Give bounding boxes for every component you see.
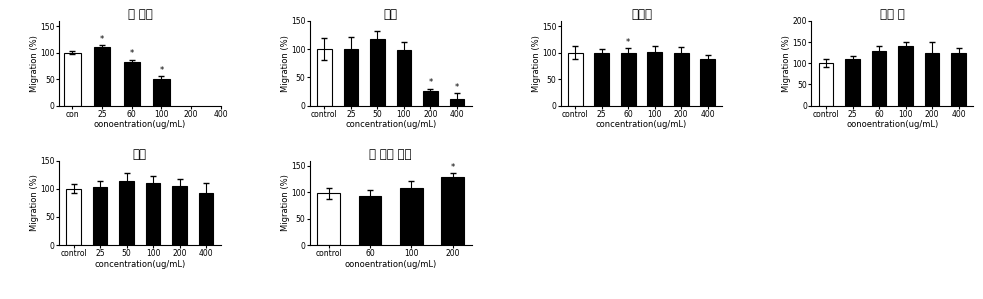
Bar [153,79,170,106]
Text: *: * [626,38,630,47]
Bar [318,49,331,106]
Bar [925,53,940,106]
Title: 연자 육: 연자 육 [880,8,904,21]
Text: *: * [159,66,163,75]
Text: *: * [429,79,433,88]
Bar [898,46,913,106]
Title: 작약: 작약 [383,8,398,21]
Bar [819,63,834,106]
Bar [449,99,464,106]
Bar [344,48,358,106]
Y-axis label: Migration (%): Migration (%) [782,35,791,92]
Title: 토 복령: 토 복령 [128,8,152,21]
Text: *: * [100,35,104,44]
Y-axis label: Migration (%): Migration (%) [29,35,39,92]
Bar [397,50,411,106]
Bar [199,193,213,245]
Bar [92,187,107,245]
Bar [94,47,110,106]
Bar [145,183,160,245]
Bar [359,196,381,245]
Bar [371,39,384,106]
Bar [318,193,340,245]
Bar [66,189,81,245]
Bar [568,53,583,106]
Bar [172,186,187,245]
Bar [441,178,464,245]
Bar [124,62,140,106]
Bar [701,59,715,106]
Bar [621,53,635,106]
X-axis label: oonoentration(ug/mL): oonoentration(ug/mL) [846,120,939,129]
Text: *: * [455,83,459,92]
Bar [845,59,860,106]
Title: 차전자: 차전자 [631,8,652,21]
Y-axis label: Migration (%): Migration (%) [29,174,39,231]
X-axis label: concentration(ug/mL): concentration(ug/mL) [345,120,436,129]
X-axis label: concentration(ug/mL): concentration(ug/mL) [94,260,186,269]
Bar [423,91,437,106]
Y-axis label: Migration (%): Migration (%) [532,35,541,92]
Bar [400,188,423,245]
Y-axis label: Migration (%): Migration (%) [281,35,290,92]
Bar [674,53,688,106]
Title: 체 리세 이지: 체 리세 이지 [370,148,412,161]
Text: *: * [130,49,134,59]
Bar [595,53,609,106]
X-axis label: oonoentration(ug/mL): oonoentration(ug/mL) [345,260,436,269]
Bar [64,53,81,106]
Bar [872,51,887,106]
Y-axis label: Migration (%): Migration (%) [281,174,290,231]
Title: 인동: 인동 [133,148,146,161]
Text: *: * [450,163,455,172]
X-axis label: oonoentration(ug/mL): oonoentration(ug/mL) [93,120,186,129]
Bar [952,53,966,106]
Bar [119,181,134,245]
Bar [648,52,662,106]
X-axis label: concentration(ug/mL): concentration(ug/mL) [596,120,687,129]
